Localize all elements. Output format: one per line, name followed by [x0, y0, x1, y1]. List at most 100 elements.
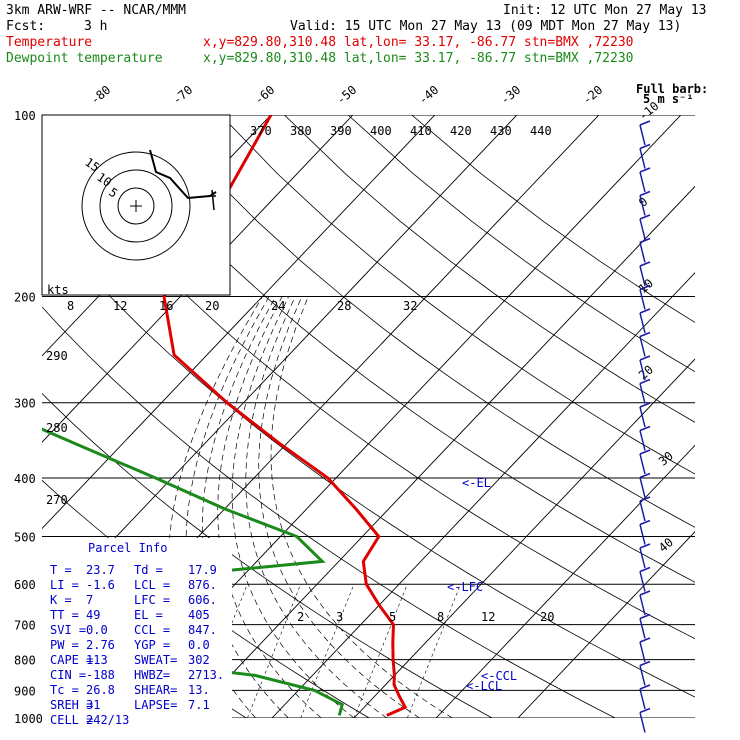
- wind-barb-shaft: [639, 688, 646, 710]
- hodograph-ring: [99, 169, 173, 243]
- pressure-label: 100: [14, 109, 36, 123]
- wind-barb-flag: [639, 637, 651, 643]
- dew-legend-info: x,y=829.80,310.48 lat,lon= 33.17, -86.77…: [203, 51, 633, 66]
- parcel-value: 7: [86, 593, 93, 607]
- parcel-key: PW =: [50, 638, 79, 652]
- theta-label: 380: [290, 124, 312, 138]
- pressure-label: 700: [14, 619, 36, 633]
- pressure-label: 600: [14, 578, 36, 592]
- speed-label: 24: [271, 299, 285, 313]
- wind-barb-shaft: [639, 265, 646, 287]
- wind-barb-shaft: [639, 618, 646, 639]
- parcel-key: TT =: [50, 608, 79, 622]
- temp-legend-info: x,y=829.80,310.48 lat,lon= 33.17, -86.77…: [203, 35, 633, 50]
- speed-label: 32: [403, 299, 417, 313]
- wind-barb-flag: [639, 684, 651, 690]
- wind-barb-shaft: [639, 406, 646, 428]
- wind-barb-flag: [639, 660, 651, 667]
- parcel-value: -1.6: [86, 578, 115, 592]
- parcel-value: -188: [86, 668, 115, 682]
- isotherm-label: -80: [88, 83, 114, 108]
- isotherm-label: -60: [252, 83, 278, 108]
- wind-barb-shaft: [639, 218, 646, 240]
- wind-barb-shaft: [639, 171, 646, 193]
- hodograph-ring: [117, 187, 155, 225]
- valid-time: Valid: 15 UTC Mon 27 May 13 (09 MDT Mon …: [290, 19, 681, 34]
- mixing-ratio-line: [407, 584, 461, 718]
- mixing-ratio-label: 8: [437, 610, 444, 624]
- parcel-key: Tc =: [50, 683, 79, 697]
- hodograph-ring-label: 10: [94, 170, 114, 190]
- mixing-ratio-label: 20: [540, 610, 554, 624]
- dry-adiabat-label: 280: [46, 421, 68, 435]
- parcel-value: 0.0: [86, 623, 108, 637]
- wind-key-title: Full barb:: [636, 82, 708, 96]
- parcel-value: 302: [188, 653, 210, 667]
- speed-label: 12: [113, 299, 127, 313]
- wind-barb-flag: [639, 566, 651, 573]
- pressure-label: 300: [14, 397, 36, 411]
- wind-barb-flag: [639, 237, 651, 244]
- isotherm-line: [271, 272, 695, 718]
- isotherm-line: [189, 185, 695, 718]
- isotherm-label: 30: [656, 449, 676, 469]
- dry-adiabat: [347, 115, 695, 373]
- dry-adiabat: [284, 115, 695, 423]
- parcel-key: EL =: [134, 608, 163, 622]
- wind-barb-shaft: [639, 453, 646, 475]
- wind-barb-shaft: [639, 547, 646, 569]
- wind-barb-shaft: [639, 124, 646, 146]
- ccl-marker: <-CCL: [481, 669, 517, 683]
- wind-barb-flag: [639, 543, 651, 549]
- parcel-value: 23.7: [86, 563, 115, 577]
- isotherm-label: -40: [416, 83, 442, 108]
- parcel-value: 606.: [188, 593, 217, 607]
- wind-barb-flag: [639, 449, 651, 455]
- parcel-key: LI =: [50, 578, 79, 592]
- wind-barb-flag: [639, 613, 651, 620]
- pressure-label: 1000: [14, 712, 43, 726]
- wind-barb-flag: [639, 402, 651, 408]
- theta-label: 410: [410, 124, 432, 138]
- wind-barb-shaft: [639, 665, 646, 686]
- lcl-marker: <-LCL: [466, 679, 502, 693]
- parcel-key: LFC =: [134, 593, 170, 607]
- theta-label: 440: [530, 124, 552, 138]
- speed-label: 8: [67, 299, 74, 313]
- parcel-key: T =: [50, 563, 72, 577]
- mixing-ratio-label: 2: [297, 610, 304, 624]
- parcel-value: 2.76: [86, 638, 115, 652]
- parcel-info-title: Parcel Info: [88, 541, 167, 555]
- parcel-value: 2713.: [188, 668, 224, 682]
- dry-adiabat: [42, 130, 695, 640]
- dewpoint-profile: [42, 115, 344, 716]
- moist-adiabat: [270, 296, 453, 718]
- lfc-marker: <-LFC: [447, 580, 483, 594]
- hodograph-ring-label: 15: [82, 155, 102, 175]
- wind-barb-flag: [639, 707, 651, 714]
- mixing-ratio-line: [247, 584, 301, 718]
- wind-barb-shaft: [639, 383, 646, 404]
- pressure-label: 200: [14, 291, 36, 305]
- parcel-key: SWEAT=: [134, 653, 177, 667]
- parcel-key: CAPE =: [50, 653, 93, 667]
- parcel-key: LAPSE=: [134, 698, 177, 712]
- pressure-label: 900: [14, 684, 36, 698]
- moist-adiabat: [202, 296, 289, 718]
- parcel-value: 31: [86, 698, 100, 712]
- plot-area: [42, 115, 695, 718]
- wind-barb-flag: [639, 261, 651, 267]
- parcel-value: 405: [188, 608, 210, 622]
- theta-label: 400: [370, 124, 392, 138]
- parcel-value: 26.8: [86, 683, 115, 697]
- wind-barb-shaft: [639, 641, 646, 663]
- pressure-label: 400: [14, 472, 36, 486]
- wind-barb-flag: [639, 496, 651, 502]
- wind-barb-shaft: [639, 195, 646, 216]
- isotherm-line: [42, 115, 354, 443]
- pressure-label: 800: [14, 654, 36, 668]
- wind-barb-flag: [639, 308, 651, 314]
- speed-label: 16: [159, 299, 173, 313]
- el-marker: <-EL: [462, 476, 491, 490]
